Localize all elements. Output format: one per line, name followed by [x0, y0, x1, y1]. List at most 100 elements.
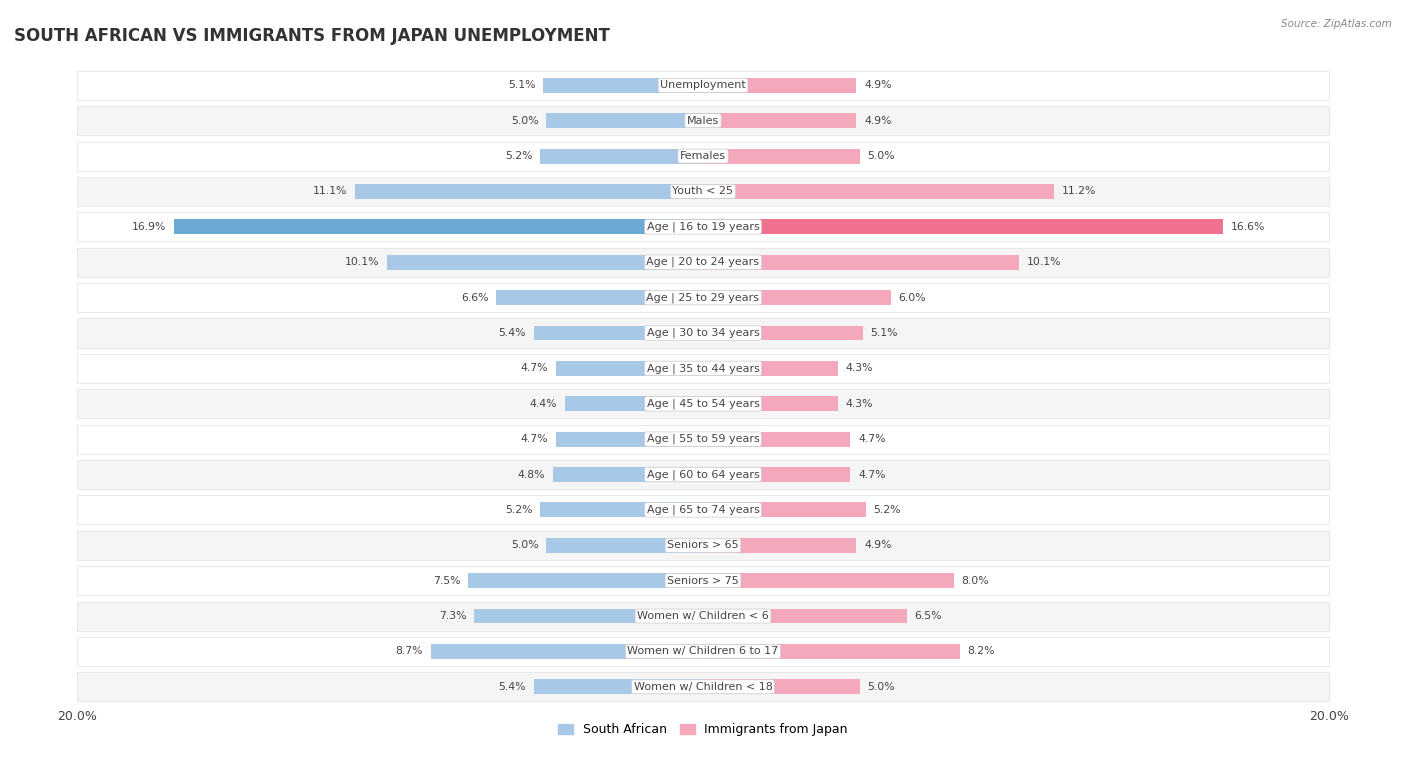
Bar [77, 495, 1329, 525]
Text: 16.6%: 16.6% [1230, 222, 1265, 232]
Text: 6.6%: 6.6% [461, 293, 488, 303]
Text: 20.0%: 20.0% [1309, 710, 1350, 723]
Bar [77, 602, 1329, 631]
Text: Age | 60 to 64 years: Age | 60 to 64 years [647, 469, 759, 480]
Text: 10.1%: 10.1% [1028, 257, 1062, 267]
Bar [703, 397, 838, 411]
Bar [77, 283, 1329, 312]
Bar [77, 637, 1329, 666]
Text: 4.4%: 4.4% [530, 399, 557, 409]
Text: 11.1%: 11.1% [314, 186, 347, 197]
Bar [77, 672, 1329, 701]
Bar [703, 609, 907, 624]
Bar [77, 142, 1329, 170]
Bar [77, 319, 1329, 347]
Text: Seniors > 65: Seniors > 65 [668, 540, 738, 550]
Text: Seniors > 75: Seniors > 75 [666, 575, 740, 586]
Bar [174, 220, 703, 234]
Bar [703, 679, 859, 694]
Bar [77, 177, 1329, 206]
Text: 8.2%: 8.2% [967, 646, 995, 656]
Text: 5.2%: 5.2% [873, 505, 901, 515]
Text: 8.0%: 8.0% [962, 575, 988, 586]
Text: Age | 30 to 34 years: Age | 30 to 34 years [647, 328, 759, 338]
Text: 6.5%: 6.5% [914, 611, 942, 621]
Text: 4.3%: 4.3% [845, 363, 873, 373]
Text: 11.2%: 11.2% [1062, 186, 1095, 197]
Bar [534, 679, 703, 694]
Text: 4.7%: 4.7% [520, 435, 548, 444]
Text: Age | 20 to 24 years: Age | 20 to 24 years [647, 257, 759, 267]
Text: Females: Females [681, 151, 725, 161]
Text: Age | 16 to 19 years: Age | 16 to 19 years [647, 222, 759, 232]
Text: 5.0%: 5.0% [868, 151, 896, 161]
Bar [547, 538, 703, 553]
Bar [77, 389, 1329, 419]
Bar [553, 467, 703, 482]
Bar [77, 71, 1329, 100]
Text: Source: ZipAtlas.com: Source: ZipAtlas.com [1281, 19, 1392, 29]
Text: SOUTH AFRICAN VS IMMIGRANTS FROM JAPAN UNEMPLOYMENT: SOUTH AFRICAN VS IMMIGRANTS FROM JAPAN U… [14, 27, 610, 45]
Text: 5.2%: 5.2% [505, 151, 533, 161]
Text: Unemployment: Unemployment [661, 80, 745, 90]
Text: 5.4%: 5.4% [499, 328, 526, 338]
Bar [703, 290, 891, 305]
Bar [703, 644, 960, 659]
Text: Age | 25 to 29 years: Age | 25 to 29 years [647, 292, 759, 303]
Bar [703, 467, 851, 482]
Text: 5.1%: 5.1% [508, 80, 536, 90]
Text: Age | 65 to 74 years: Age | 65 to 74 years [647, 505, 759, 516]
Bar [555, 431, 703, 447]
Bar [703, 326, 863, 341]
Text: Age | 45 to 54 years: Age | 45 to 54 years [647, 398, 759, 409]
Bar [547, 114, 703, 128]
Bar [703, 184, 1053, 199]
Bar [77, 531, 1329, 559]
Bar [468, 573, 703, 588]
Bar [77, 460, 1329, 489]
Bar [703, 255, 1019, 269]
Text: 10.1%: 10.1% [344, 257, 378, 267]
Text: 5.1%: 5.1% [870, 328, 898, 338]
Text: 7.3%: 7.3% [439, 611, 467, 621]
Bar [703, 114, 856, 128]
Text: Males: Males [688, 116, 718, 126]
Text: 4.8%: 4.8% [517, 469, 546, 479]
Text: 5.0%: 5.0% [510, 540, 538, 550]
Bar [77, 248, 1329, 277]
Bar [703, 538, 856, 553]
Text: 16.9%: 16.9% [132, 222, 166, 232]
Bar [77, 354, 1329, 383]
Bar [703, 503, 866, 517]
Text: 4.7%: 4.7% [858, 435, 886, 444]
Bar [703, 573, 953, 588]
Bar [77, 425, 1329, 453]
Text: 4.9%: 4.9% [865, 80, 891, 90]
Bar [703, 361, 838, 375]
Text: Age | 55 to 59 years: Age | 55 to 59 years [647, 434, 759, 444]
Bar [387, 255, 703, 269]
Text: 4.3%: 4.3% [845, 399, 873, 409]
Bar [540, 503, 703, 517]
Bar [356, 184, 703, 199]
Bar [540, 148, 703, 164]
Text: 5.2%: 5.2% [505, 505, 533, 515]
Bar [565, 397, 703, 411]
Text: Youth < 25: Youth < 25 [672, 186, 734, 197]
Text: 8.7%: 8.7% [395, 646, 423, 656]
Bar [555, 361, 703, 375]
Text: Women w/ Children 6 to 17: Women w/ Children 6 to 17 [627, 646, 779, 656]
Bar [703, 431, 851, 447]
Text: 4.7%: 4.7% [858, 469, 886, 479]
Bar [703, 220, 1223, 234]
Bar [703, 148, 859, 164]
Bar [77, 106, 1329, 136]
Text: 4.9%: 4.9% [865, 116, 891, 126]
Bar [77, 213, 1329, 241]
Text: 4.9%: 4.9% [865, 540, 891, 550]
Text: 5.0%: 5.0% [510, 116, 538, 126]
Bar [496, 290, 703, 305]
Bar [703, 78, 856, 93]
Text: Age | 35 to 44 years: Age | 35 to 44 years [647, 363, 759, 374]
Text: 4.7%: 4.7% [520, 363, 548, 373]
